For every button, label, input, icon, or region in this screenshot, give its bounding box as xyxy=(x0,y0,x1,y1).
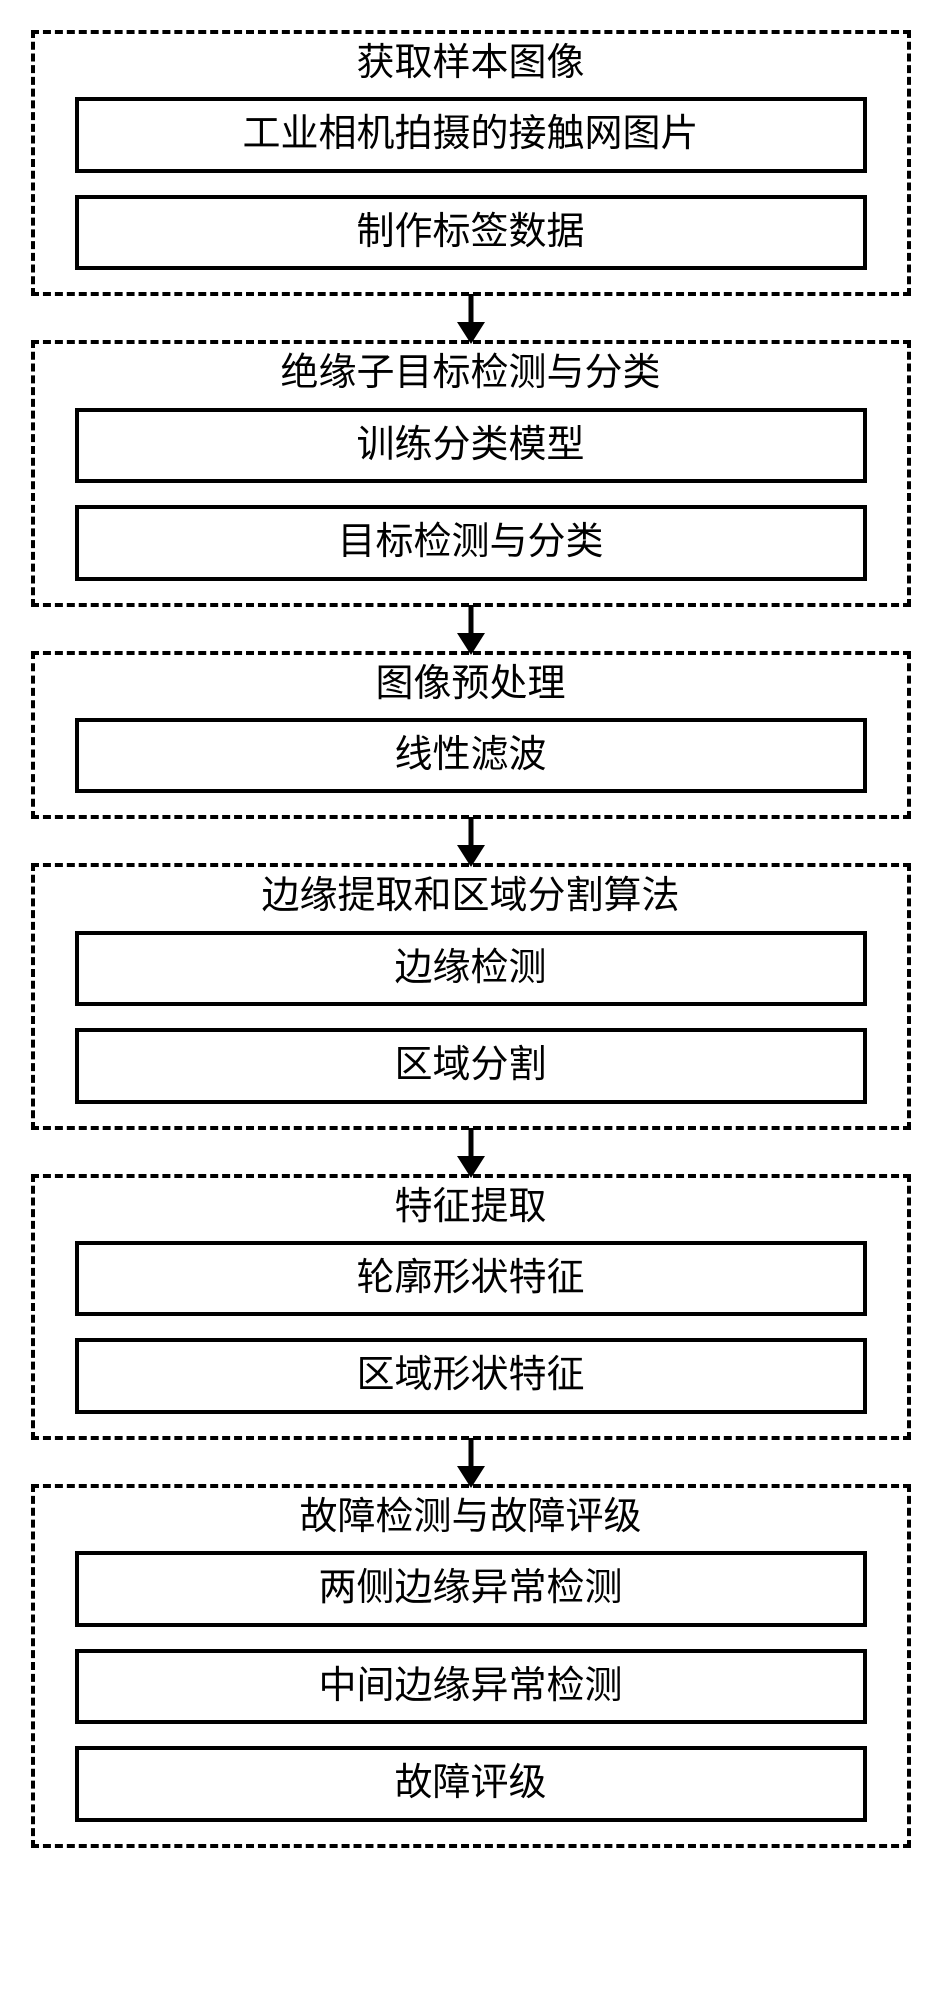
stage-2: 绝缘子目标检测与分类 训练分类模型 目标检测与分类 xyxy=(31,340,911,606)
stage-2-title: 绝缘子目标检测与分类 xyxy=(75,344,867,407)
stage-5-title: 特征提取 xyxy=(75,1178,867,1241)
arrow-5 xyxy=(31,1440,911,1484)
stage-4-box-1: 边缘检测 xyxy=(75,931,867,1007)
stage-1-box-1: 工业相机拍摄的接触网图片 xyxy=(75,97,867,173)
stage-5: 特征提取 轮廓形状特征 区域形状特征 xyxy=(31,1174,911,1440)
stage-2-box-2: 目标检测与分类 xyxy=(75,505,867,581)
arrow-4 xyxy=(31,1130,911,1174)
stage-6-title: 故障检测与故障评级 xyxy=(75,1488,867,1551)
stage-4-title: 边缘提取和区域分割算法 xyxy=(75,867,867,930)
stage-6: 故障检测与故障评级 两侧边缘异常检测 中间边缘异常检测 故障评级 xyxy=(31,1484,911,1848)
stage-1-box-2: 制作标签数据 xyxy=(75,195,867,271)
stage-6-box-2: 中间边缘异常检测 xyxy=(75,1649,867,1725)
stage-5-box-1: 轮廓形状特征 xyxy=(75,1241,867,1317)
stage-6-box-3: 故障评级 xyxy=(75,1746,867,1822)
stage-3: 图像预处理 线性滤波 xyxy=(31,651,911,820)
stage-6-box-1: 两侧边缘异常检测 xyxy=(75,1551,867,1627)
stage-4: 边缘提取和区域分割算法 边缘检测 区域分割 xyxy=(31,863,911,1129)
arrow-1 xyxy=(31,296,911,340)
stage-3-box-1: 线性滤波 xyxy=(75,718,867,794)
stage-5-box-2: 区域形状特征 xyxy=(75,1338,867,1414)
stage-2-box-1: 训练分类模型 xyxy=(75,408,867,484)
stage-1: 获取样本图像 工业相机拍摄的接触网图片 制作标签数据 xyxy=(31,30,911,296)
stage-1-title: 获取样本图像 xyxy=(75,34,867,97)
arrow-2 xyxy=(31,607,911,651)
stage-4-box-2: 区域分割 xyxy=(75,1028,867,1104)
arrow-3 xyxy=(31,819,911,863)
stage-3-title: 图像预处理 xyxy=(75,655,867,718)
